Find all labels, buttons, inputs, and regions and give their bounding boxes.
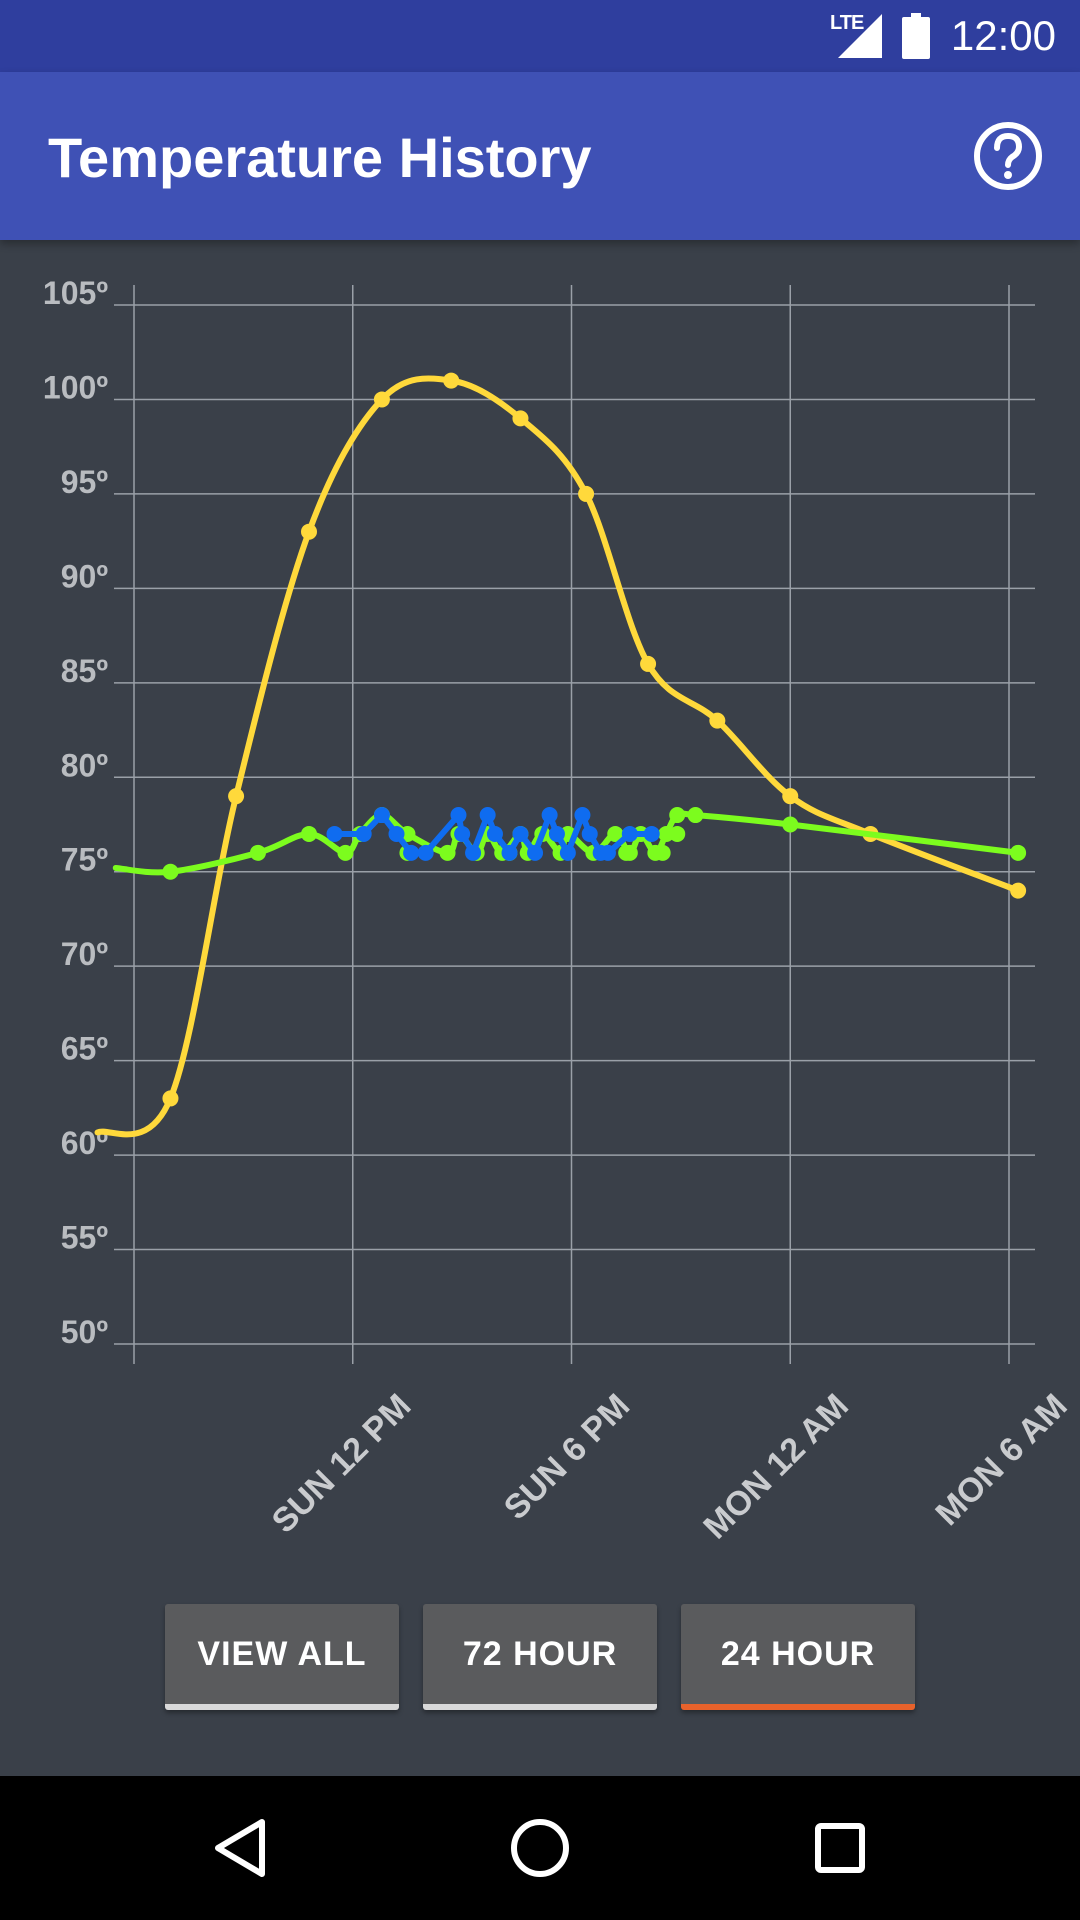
data-point bbox=[373, 807, 390, 824]
data-point bbox=[465, 844, 482, 861]
data-point bbox=[709, 712, 726, 729]
recents-button[interactable] bbox=[804, 1812, 876, 1884]
data-point bbox=[643, 825, 660, 842]
page-title: Temperature History bbox=[48, 126, 592, 189]
help-button[interactable] bbox=[972, 120, 1044, 192]
data-point bbox=[782, 788, 799, 805]
72-hour-label: 72 HOUR bbox=[462, 1634, 618, 1673]
data-point bbox=[355, 825, 372, 842]
data-point bbox=[417, 844, 434, 861]
data-point bbox=[669, 825, 686, 842]
back-button[interactable] bbox=[204, 1812, 276, 1884]
data-point bbox=[337, 844, 354, 861]
data-point bbox=[654, 844, 671, 861]
y-tick-label: 50º bbox=[61, 1314, 109, 1350]
data-point bbox=[687, 807, 704, 824]
data-point bbox=[228, 788, 245, 805]
view-all-button[interactable]: VIEW ALL bbox=[165, 1604, 399, 1710]
data-point bbox=[403, 844, 420, 861]
help-circle-icon bbox=[974, 122, 1042, 190]
y-tick-label: 70º bbox=[61, 936, 109, 972]
home-circle-icon bbox=[511, 1819, 569, 1877]
data-point bbox=[1010, 882, 1027, 899]
battery-icon bbox=[902, 13, 930, 59]
y-tick-label: 75º bbox=[61, 842, 109, 878]
data-point bbox=[512, 825, 529, 842]
data-point bbox=[782, 816, 799, 833]
y-tick-label: 85º bbox=[61, 653, 109, 689]
x-tick-label: MON 6 AM bbox=[928, 1387, 1074, 1533]
range-button-row: VIEW ALL 72 HOUR 24 HOUR bbox=[0, 1604, 1080, 1714]
data-point bbox=[479, 807, 496, 824]
data-point bbox=[1010, 844, 1027, 861]
data-point bbox=[599, 844, 616, 861]
y-tick-label: 90º bbox=[61, 558, 109, 594]
data-point bbox=[454, 825, 471, 842]
status-icons: LTE bbox=[830, 10, 930, 62]
series-line bbox=[112, 810, 1022, 876]
data-point bbox=[618, 844, 635, 861]
24-hour-button[interactable]: 24 HOUR bbox=[681, 1604, 915, 1710]
data-point bbox=[559, 844, 576, 861]
data-point bbox=[574, 807, 591, 824]
x-tick-label: MON 12 AM bbox=[696, 1387, 856, 1547]
data-point bbox=[486, 825, 503, 842]
data-point bbox=[443, 372, 460, 389]
recents-square-icon bbox=[815, 1823, 865, 1873]
system-nav-bar bbox=[0, 1776, 1080, 1920]
y-tick-label: 95º bbox=[61, 464, 109, 500]
chart-svg: 105º100º95º90º85º80º75º70º65º60º55º50ºSU… bbox=[43, 275, 1075, 1547]
data-point bbox=[162, 1090, 179, 1107]
data-point bbox=[527, 844, 544, 861]
data-point bbox=[512, 410, 529, 427]
y-tick-label: 65º bbox=[61, 1031, 109, 1067]
y-tick-label: 55º bbox=[61, 1220, 109, 1256]
series-line bbox=[94, 375, 1022, 1138]
data-point bbox=[607, 825, 624, 842]
data-point bbox=[658, 825, 675, 842]
data-point bbox=[578, 485, 595, 502]
home-button[interactable] bbox=[504, 1812, 576, 1884]
data-point bbox=[373, 391, 390, 408]
view-all-label: VIEW ALL bbox=[197, 1634, 367, 1673]
data-point bbox=[548, 825, 565, 842]
data-point bbox=[581, 825, 598, 842]
app-bar: Temperature History bbox=[0, 72, 1080, 240]
temperature-chart: 105º 100º 95º 90º 85º 80º 75º 70º 65º 60º 55º 50º SU… bbox=[0, 240, 1080, 1560]
y-tick-label: 80º bbox=[61, 747, 109, 783]
y-tick-label: 105º bbox=[43, 275, 108, 311]
24-hour-label: 24 HOUR bbox=[720, 1634, 876, 1673]
data-point bbox=[541, 807, 558, 824]
status-time: 12:00 bbox=[950, 12, 1056, 59]
x-tick-label: SUN 6 PM bbox=[497, 1387, 637, 1527]
data-point bbox=[249, 844, 266, 861]
data-point bbox=[439, 844, 456, 861]
72-hour-button[interactable]: 72 HOUR bbox=[423, 1604, 657, 1710]
back-triangle-icon bbox=[215, 1819, 265, 1877]
data-point bbox=[450, 807, 467, 824]
status-bar: LTE 12:00 bbox=[0, 0, 1080, 72]
data-point bbox=[326, 825, 343, 842]
y-tick-label: 100º bbox=[43, 369, 108, 405]
data-point bbox=[501, 844, 518, 861]
x-tick-label: SUN 12 PM bbox=[265, 1387, 419, 1541]
network-type-label: LTE bbox=[830, 12, 864, 34]
data-point bbox=[301, 523, 317, 540]
data-point bbox=[399, 825, 416, 842]
data-point bbox=[388, 825, 405, 842]
lte-signal-icon: LTE bbox=[830, 12, 886, 60]
data-point bbox=[621, 825, 638, 842]
data-point bbox=[162, 863, 179, 880]
data-point bbox=[301, 825, 317, 842]
data-point bbox=[640, 655, 657, 672]
data-point bbox=[669, 807, 686, 824]
